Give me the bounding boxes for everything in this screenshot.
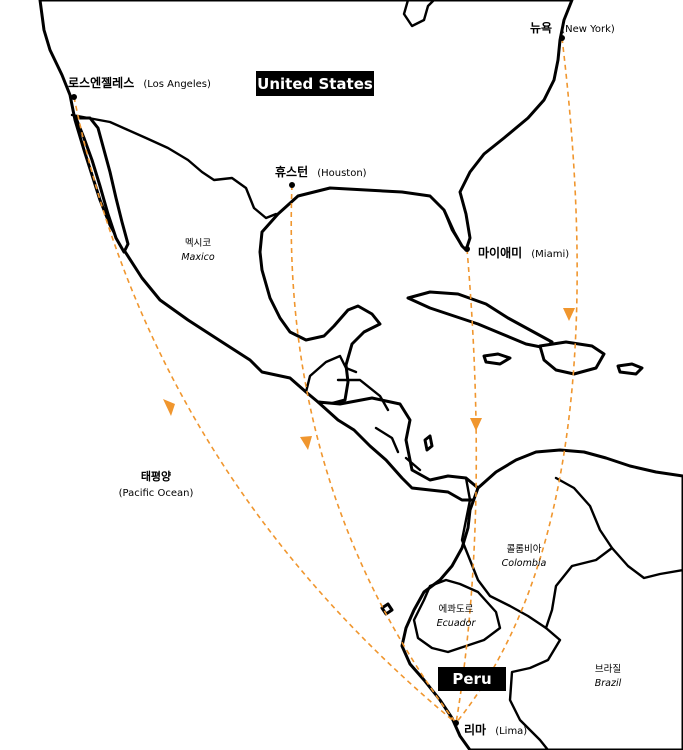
jamaica [482,352,512,366]
hispaniola [538,340,606,376]
landmass-layer [38,0,683,750]
city-name-en: (New York) [561,24,615,35]
city-dots [71,35,565,726]
peru-brazil-border [508,626,562,750]
city-name-en: (Los Angeles) [143,79,211,90]
route-arrow-new-york [563,308,575,321]
baja-california [74,116,130,254]
city-label-new-york: 뉴욕 (New York) [530,17,615,36]
small-island [423,434,434,452]
city-label-houston: 휴스턴 (Houston) [275,161,367,180]
route-miami-lima [455,248,478,724]
city-name-ko: 로스엔젤레스 [68,75,134,90]
country-name-en: Brazil [595,678,622,689]
country-label-mexico: 멕시코 Maxico [181,238,215,263]
north-central-america [38,0,574,406]
route-new-york-lima [455,37,578,724]
city-dot-los-angeles [71,94,77,100]
city-name-en: (Houston) [317,168,366,179]
country-name-en: Colombia [502,558,547,569]
country-name-en: Maxico [181,252,215,263]
city-name-en: (Miami) [531,249,569,260]
city-name-ko: 리마 [464,722,486,737]
cuba [406,290,554,350]
south-america [400,448,683,750]
country-name-en: Ecuador [437,618,477,629]
route-los-angeles-lima [73,96,457,724]
border-layer [70,113,683,750]
city-label-miami: 마이애미 (Miami) [478,242,569,261]
country-name-ko: 멕시코 [185,238,211,249]
country-name-ko: 브라질 [595,663,621,675]
country-label-colombia: 콜롬비아 Colombia [502,544,547,569]
badge-peru: Peru [438,667,506,691]
mexico-guatemala-border [304,354,358,394]
us-mexico-border [70,113,278,220]
city-dot-houston [289,182,295,188]
city-label-los-angeles: 로스엔젤레스 (Los Angeles) [68,72,211,91]
ocean-name-en: (Pacific Ocean) [119,488,194,499]
country-label-brazil: 브라질 Brazil [595,663,622,689]
country-label-ecuador: 에콰도르 Ecuador [437,604,477,629]
city-dot-lima [453,720,459,726]
badge-united-states: United States [256,71,374,96]
city-dot-new-york [559,35,565,41]
badge-united-states-label: United States [257,75,373,93]
city-name-en: (Lima) [495,726,527,737]
route-houston-lima [290,184,457,724]
venezuela-brazil-border [610,546,683,580]
central-america-borders [336,378,422,472]
routes-layer [73,37,578,724]
great-lakes-outline [402,0,436,28]
city-dot-miami [464,246,470,252]
city-name-ko: 마이애미 [478,245,522,260]
puerto-rico [616,362,644,376]
route-arrow-miami [470,418,482,431]
badge-peru-label: Peru [452,670,491,688]
route-arrow-los-angeles [163,399,175,416]
city-label-lima: 리마 (Lima) [464,719,527,738]
galapagos-island [380,602,394,616]
city-name-ko: 뉴욕 [530,20,552,35]
city-name-ko: 휴스턴 [275,164,308,179]
ecuador-border [412,578,502,654]
florida-outline [442,208,464,248]
country-name-ko: 콜롬비아 [507,544,542,555]
ocean-name-ko: 태평양 [141,469,171,483]
route-arrow-houston [300,436,312,450]
ocean-label-pacific: 태평양 (Pacific Ocean) [119,469,194,499]
country-name-ko: 에콰도르 [439,604,474,615]
